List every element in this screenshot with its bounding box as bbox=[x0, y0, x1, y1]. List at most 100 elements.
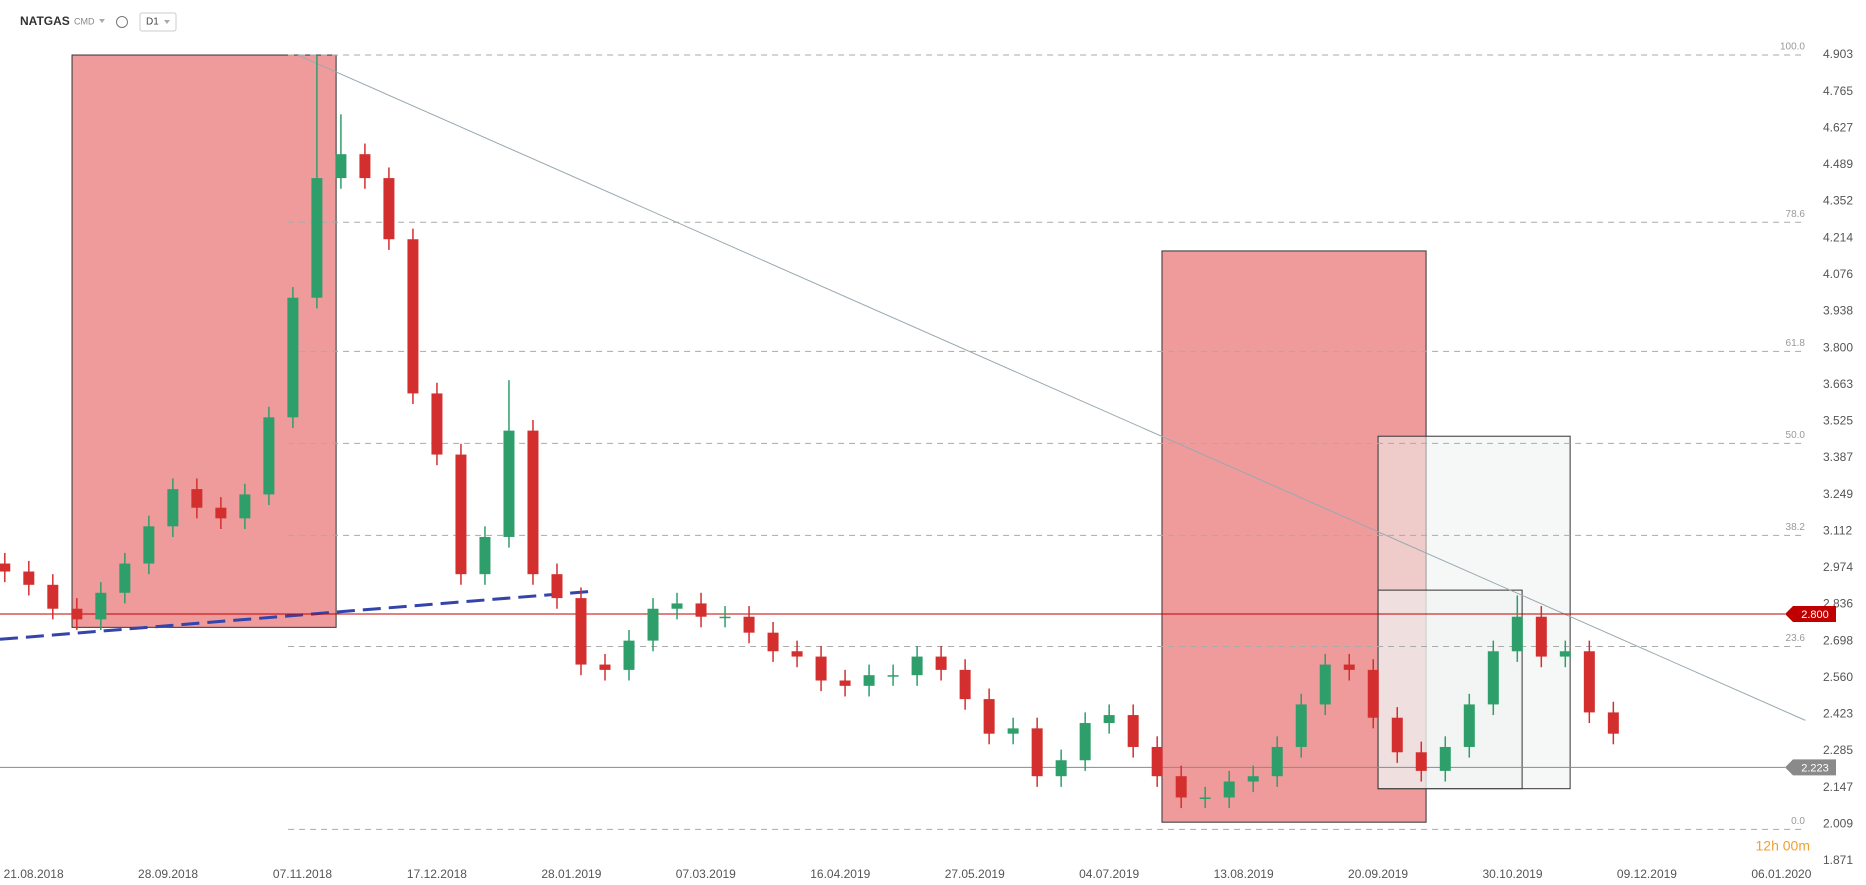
price-label-box bbox=[1785, 759, 1836, 776]
candle-body bbox=[767, 632, 779, 652]
timeframe-caret bbox=[164, 20, 170, 24]
info-icon[interactable] bbox=[116, 16, 128, 28]
y-tick-label: 2.009 bbox=[1823, 816, 1853, 830]
y-tick-label: 3.938 bbox=[1823, 304, 1853, 318]
candle-body bbox=[1175, 776, 1187, 798]
dropdown-caret[interactable] bbox=[99, 19, 105, 23]
candle-body bbox=[455, 454, 467, 575]
candle-body bbox=[191, 489, 203, 508]
fib-label: 100.0 bbox=[1780, 42, 1805, 53]
candle-body bbox=[815, 656, 827, 681]
y-tick-label: 1.871 bbox=[1823, 853, 1853, 867]
y-tick-label: 2.285 bbox=[1823, 743, 1853, 757]
fib-label: 61.8 bbox=[1786, 338, 1806, 349]
candle-body bbox=[311, 178, 323, 298]
candle-body bbox=[119, 563, 131, 593]
candle-body bbox=[1031, 728, 1043, 777]
candle-body bbox=[431, 393, 443, 455]
candle-body bbox=[839, 680, 851, 686]
fib-label: 0.0 bbox=[1791, 816, 1805, 827]
candle-body bbox=[911, 656, 923, 676]
candle-body bbox=[647, 608, 659, 641]
symbol: NATGAS bbox=[20, 14, 70, 28]
candle-body bbox=[1535, 616, 1547, 657]
candle-body bbox=[1127, 715, 1139, 747]
x-tick-label: 20.09.2019 bbox=[1348, 867, 1408, 881]
candle-body bbox=[983, 699, 995, 734]
candle-body bbox=[479, 536, 491, 575]
header: NATGAS CMD D1 bbox=[20, 12, 177, 32]
trendline bbox=[297, 54, 1806, 721]
candle-body bbox=[1295, 704, 1307, 747]
candle-body bbox=[407, 239, 419, 394]
candle-body bbox=[1079, 723, 1091, 761]
candle-body bbox=[47, 584, 59, 609]
candle-body bbox=[551, 574, 563, 599]
y-tick-label: 3.387 bbox=[1823, 450, 1853, 464]
timeframe: D1 bbox=[146, 17, 159, 28]
candle-body bbox=[1415, 752, 1427, 771]
fib-label: 23.6 bbox=[1786, 633, 1806, 644]
x-tick-label: 28.09.2018 bbox=[138, 867, 198, 881]
y-tick-label: 2.560 bbox=[1823, 670, 1853, 684]
fib-label: 50.0 bbox=[1786, 430, 1806, 441]
x-tick-label: 06.01.2020 bbox=[1751, 867, 1811, 881]
candle-body bbox=[1007, 728, 1019, 734]
candle-body bbox=[1463, 704, 1475, 747]
x-tick-label: 30.10.2019 bbox=[1482, 867, 1542, 881]
candle-body bbox=[1055, 760, 1067, 777]
candle-body bbox=[599, 664, 611, 670]
y-tick-label: 3.663 bbox=[1823, 377, 1853, 391]
candle-body bbox=[959, 669, 971, 700]
y-tick-label: 4.214 bbox=[1823, 230, 1853, 244]
candle-body bbox=[1559, 651, 1571, 657]
candle-body bbox=[239, 494, 251, 519]
candle-body bbox=[1223, 781, 1235, 798]
candle-body bbox=[0, 563, 11, 572]
candle-body bbox=[1319, 664, 1331, 705]
y-tick-label: 2.147 bbox=[1823, 780, 1853, 794]
candle-body bbox=[335, 154, 347, 179]
price-label: 2.223 bbox=[1801, 762, 1829, 774]
candle-body bbox=[575, 598, 587, 665]
y-tick-label: 4.765 bbox=[1823, 84, 1853, 98]
candle-body bbox=[1583, 651, 1595, 713]
y-tick-label: 2.423 bbox=[1823, 706, 1853, 720]
candle-body bbox=[143, 526, 155, 564]
y-tick-label: 3.112 bbox=[1823, 523, 1852, 537]
candles bbox=[0, 55, 1619, 809]
candle-body bbox=[1511, 616, 1523, 652]
x-tick-label: 21.08.2018 bbox=[4, 867, 64, 881]
lines: 100.0 78.6 61.8 50.0 38.2 23.6 0.0 bbox=[0, 42, 1806, 830]
candle-body bbox=[383, 178, 395, 240]
x-tick-label: 13.08.2019 bbox=[1214, 867, 1274, 881]
candle-body bbox=[263, 417, 275, 495]
y-tick-label: 3.800 bbox=[1823, 340, 1853, 354]
fib-label: 78.6 bbox=[1786, 209, 1806, 220]
candle-body bbox=[287, 297, 299, 418]
candle-body bbox=[671, 603, 683, 609]
candle-body bbox=[863, 675, 875, 686]
candle-body bbox=[1103, 715, 1115, 724]
candle-body bbox=[1271, 746, 1283, 777]
candle-body bbox=[167, 489, 179, 527]
candle-body bbox=[23, 571, 35, 585]
candle-body bbox=[1439, 746, 1451, 771]
candle-body bbox=[695, 603, 707, 617]
timeframe-select[interactable] bbox=[139, 12, 177, 32]
candle-body bbox=[1607, 712, 1619, 734]
candle-body bbox=[1151, 746, 1163, 777]
x-tick-label: 09.12.2019 bbox=[1617, 867, 1677, 881]
x-tick-label: 07.11.2018 bbox=[273, 867, 332, 881]
candle-timer: 12h 00m bbox=[1756, 838, 1810, 854]
candle-body bbox=[743, 616, 755, 633]
candle-body bbox=[1199, 797, 1211, 799]
x-tick-label: 16.04.2019 bbox=[810, 867, 870, 881]
y-tick-label: 4.903 bbox=[1823, 47, 1853, 61]
x-tick-label: 04.07.2019 bbox=[1079, 867, 1139, 881]
candle-body bbox=[503, 430, 515, 537]
candle-body bbox=[215, 507, 227, 519]
y-tick-label: 2.698 bbox=[1823, 633, 1853, 647]
price-label-box bbox=[1785, 606, 1836, 623]
